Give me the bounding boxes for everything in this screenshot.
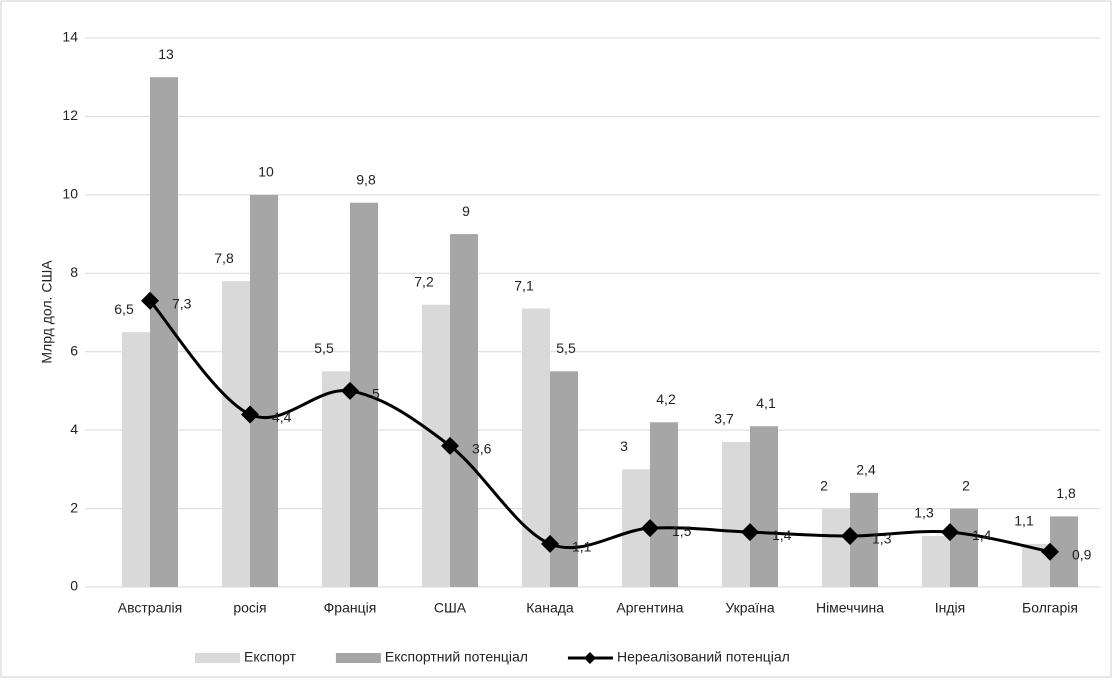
bar	[750, 426, 778, 587]
data-label: 0,9	[1072, 546, 1092, 562]
line-marker	[741, 523, 759, 542]
data-label: 7,2	[414, 273, 434, 289]
legend-swatch	[335, 653, 381, 663]
data-label: 1,3	[872, 531, 892, 547]
bar	[650, 422, 678, 587]
data-label: 9,8	[356, 171, 376, 187]
bar	[250, 194, 278, 587]
data-label: 3	[620, 438, 628, 454]
line-marker	[141, 291, 159, 310]
legend-label: Експортний потенціал	[385, 649, 528, 665]
data-label: 1,1	[1014, 513, 1034, 529]
data-label: 9	[462, 203, 470, 219]
data-label: 3,6	[472, 441, 492, 457]
data-label: 2	[820, 477, 828, 493]
bar	[822, 508, 850, 587]
y-tick-label: 4	[70, 421, 78, 437]
line-marker	[441, 436, 459, 455]
data-label: 4,4	[272, 409, 292, 425]
y-tick-label: 0	[70, 578, 78, 594]
line-marker	[641, 519, 659, 538]
data-label: 4,2	[656, 391, 676, 407]
data-label: 1,4	[972, 527, 992, 543]
data-label: 5,5	[314, 340, 334, 356]
data-label: 5,5	[556, 340, 576, 356]
data-label: 5	[372, 386, 380, 402]
legend-marker	[583, 652, 596, 664]
data-label: 2	[962, 477, 970, 493]
legend-swatch	[195, 653, 240, 663]
bar	[322, 371, 350, 587]
bar	[922, 536, 950, 587]
data-label: 13	[158, 46, 174, 62]
bar	[222, 281, 250, 587]
bar	[722, 441, 750, 587]
line	[148, 299, 1051, 554]
data-label: 7,1	[514, 277, 534, 293]
data-label: 1,8	[1056, 485, 1076, 501]
y-axis-label: Млрд дол. США	[39, 260, 55, 364]
bar	[450, 234, 478, 588]
x-tick-label: Аргентина	[616, 600, 683, 616]
data-label: 7,3	[172, 295, 192, 311]
y-tick-label: 12	[62, 107, 78, 123]
data-label: 1,5	[672, 523, 692, 539]
data-label: 1,3	[914, 505, 934, 521]
line-marker	[1041, 542, 1059, 561]
y-tick-label: 8	[70, 264, 78, 280]
data-label: 10	[258, 164, 274, 180]
x-tick-label: Україна	[725, 600, 775, 616]
bar	[122, 332, 150, 587]
data-label: 1,1	[572, 539, 592, 555]
y-tick-label: 14	[62, 29, 78, 45]
x-tick-label: Німеччина	[816, 600, 884, 616]
y-tick-label: 6	[70, 342, 78, 358]
x-tick-label: Канада	[526, 600, 574, 616]
data-label: 3,7	[714, 411, 734, 427]
data-label: 4,1	[756, 395, 776, 411]
line-marker	[241, 405, 259, 424]
legend-label: Експорт	[244, 649, 296, 665]
x-tick-label: Франція	[324, 600, 377, 616]
line-marker	[841, 527, 859, 546]
x-tick-label: Болгарія	[1022, 600, 1078, 616]
bar	[550, 371, 578, 587]
x-tick-label: США	[434, 600, 467, 616]
y-tick-label: 10	[62, 186, 78, 202]
line-marker	[341, 381, 359, 400]
line-marker	[541, 534, 559, 553]
legend-label: Нереалізований потенціал	[617, 649, 790, 665]
line-marker	[941, 523, 959, 542]
data-label: 7,8	[214, 250, 234, 266]
bar	[950, 508, 978, 587]
data-label: 1,4	[772, 527, 792, 543]
y-tick-label: 2	[70, 499, 78, 515]
data-label: 6,5	[114, 301, 134, 317]
x-tick-label: росія	[233, 600, 266, 616]
x-tick-label: Австралія	[118, 600, 182, 616]
data-label: 2,4	[856, 462, 876, 478]
x-tick-label: Індія	[935, 600, 965, 616]
